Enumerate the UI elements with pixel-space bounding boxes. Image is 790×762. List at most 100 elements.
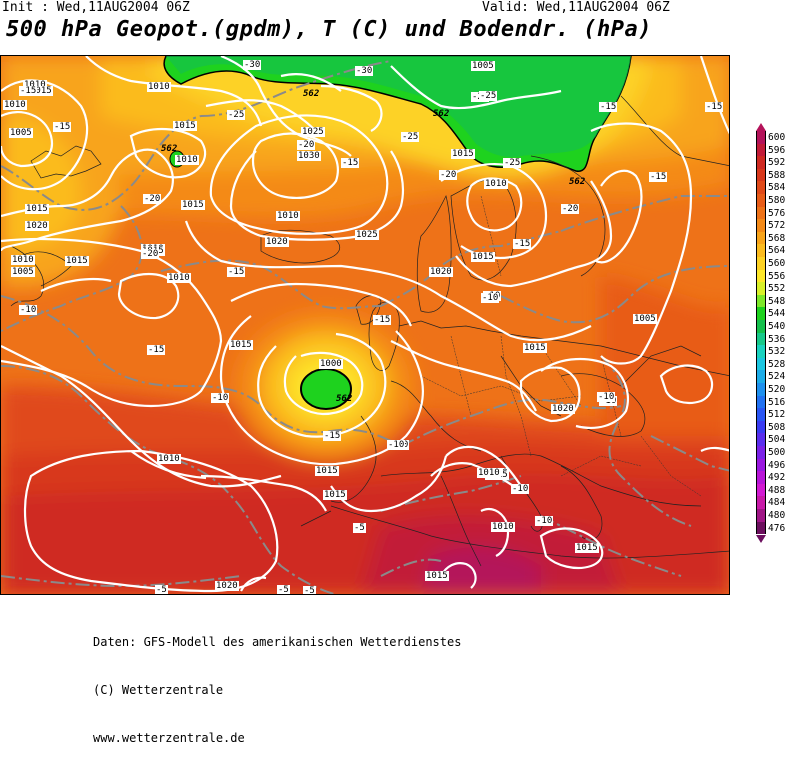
legend-entry: 556 — [755, 269, 786, 283]
isobar-label: 1020 — [215, 581, 239, 591]
isobar-label: 1015 — [29, 86, 53, 96]
legend-swatch — [756, 294, 766, 308]
isotherm-label: -25 — [227, 110, 246, 120]
isotherm-label: -15 — [19, 86, 38, 96]
isotherm-label: -15 — [341, 158, 360, 168]
legend-entry: 588 — [755, 168, 785, 182]
legend-swatch — [756, 433, 766, 446]
isobar-label: 1015 — [323, 490, 347, 500]
legend-swatch — [756, 370, 766, 383]
legend-label: 532 — [768, 346, 786, 358]
legend-label: 540 — [768, 321, 786, 332]
legend-swatch — [756, 181, 766, 194]
legend-entry: 476 — [755, 521, 786, 535]
legend-label: 592 — [768, 157, 786, 169]
legend-label: 512 — [768, 409, 786, 421]
legend-label: 580 — [768, 195, 786, 206]
country-borders — [420, 195, 702, 497]
legend-entry: 492 — [755, 471, 785, 484]
credits-copyright: (C) Wetterzentrale — [93, 683, 224, 697]
legend-label: 492 — [768, 472, 786, 484]
legend-entry: 564 — [755, 244, 785, 257]
isobar-label: 1020 — [265, 237, 289, 247]
isobar-label: 1010 — [167, 273, 191, 283]
isotherm-label: -15 — [649, 172, 668, 182]
legend-entry: 500 — [755, 446, 785, 459]
isobar-label: 1020 — [25, 221, 49, 231]
isobar-label: 1010 — [175, 155, 199, 165]
legend-swatch — [756, 345, 766, 358]
isotherm-label: -15 — [53, 122, 72, 132]
legend-label: 524 — [768, 371, 786, 383]
legend-entry: 540 — [755, 320, 785, 333]
legend-entry: 488 — [755, 483, 786, 497]
legend-label: 476 — [768, 522, 786, 534]
legend-entry: 532 — [755, 345, 785, 358]
isobar-label: 1005 — [471, 61, 495, 71]
legend-arrow-down — [756, 535, 766, 543]
legend-entry: 568 — [755, 231, 786, 245]
legend-entry: 600 — [755, 131, 785, 144]
legend-swatch — [756, 131, 766, 144]
isobar-label: 1015 — [315, 466, 339, 476]
legend-entry: 536 — [755, 332, 786, 346]
isotherm-label: -15 — [373, 315, 392, 325]
isobar-label: 1010 — [157, 454, 181, 464]
isotherm-label: -15 — [227, 267, 246, 277]
isobar-label: 1015 — [25, 204, 49, 214]
legend-label: 556 — [768, 270, 786, 282]
weather-map: 562 562 562 562 562 1010 1015 1010 1005 1015… — [0, 55, 730, 595]
legend-entry: 572 — [755, 219, 785, 232]
geopot-label: 562 — [336, 394, 352, 404]
isobar-label: 1020 — [429, 267, 453, 277]
legend-label: 568 — [768, 232, 786, 244]
legend-label: 548 — [768, 295, 786, 307]
legend-swatch — [756, 206, 766, 220]
isobar-label: 1015 — [173, 121, 197, 131]
legend-entry: 496 — [755, 458, 785, 472]
isobar-label: 1025 — [301, 127, 325, 137]
isotherm-label: -10 — [535, 516, 554, 526]
isobar-label: 1015 — [471, 252, 495, 262]
legend-label: 552 — [768, 283, 786, 295]
legend-swatch — [756, 483, 766, 497]
credits-url: www.wetterzentrale.de — [93, 731, 245, 745]
isotherms — [1, 60, 729, 594]
isotherm-label: -15 — [513, 239, 532, 249]
legend-entry: 596 — [755, 143, 786, 157]
legend-label: 528 — [768, 358, 786, 370]
legend-swatch — [756, 269, 766, 283]
legend-swatch — [756, 320, 766, 333]
legend-swatch — [756, 257, 766, 270]
isotherm-label: -5 — [277, 585, 290, 595]
legend-swatch — [756, 496, 766, 509]
legend-swatch — [756, 420, 766, 434]
isotherm-label: -15 — [705, 102, 724, 112]
isotherm-label: -20 — [561, 204, 580, 214]
legend-label: 488 — [768, 484, 786, 496]
isobar-label: 1010 — [477, 468, 501, 478]
legend-swatch — [756, 244, 766, 257]
legend-label: 508 — [768, 421, 786, 433]
legend-label: 536 — [768, 333, 786, 345]
isotherm-label: -5 — [155, 585, 168, 595]
legend-entry: 560 — [755, 257, 785, 270]
legend-label: 596 — [768, 144, 786, 156]
isotherm-label: -30 — [355, 66, 374, 76]
isobar-label: 1010 — [484, 179, 508, 189]
legend-swatch — [756, 307, 766, 320]
legend-swatch — [756, 395, 766, 409]
map-canvas: 562 562 562 562 562 — [1, 56, 729, 594]
legend-entry: 504 — [755, 433, 785, 446]
legend-label: 600 — [768, 132, 786, 143]
isobar-label: 1015 — [425, 571, 449, 581]
isotherm-label: -20 — [143, 194, 162, 204]
isobar-label: 1000 — [319, 359, 343, 369]
legend-label: 560 — [768, 258, 786, 269]
isotherm-label: -20 — [141, 249, 160, 259]
legend-entry: 508 — [755, 420, 786, 434]
legend-label: 480 — [768, 510, 786, 521]
legend-swatch — [756, 143, 766, 157]
isotherm-label: -10 — [481, 293, 500, 303]
legend-label: 516 — [768, 396, 786, 408]
